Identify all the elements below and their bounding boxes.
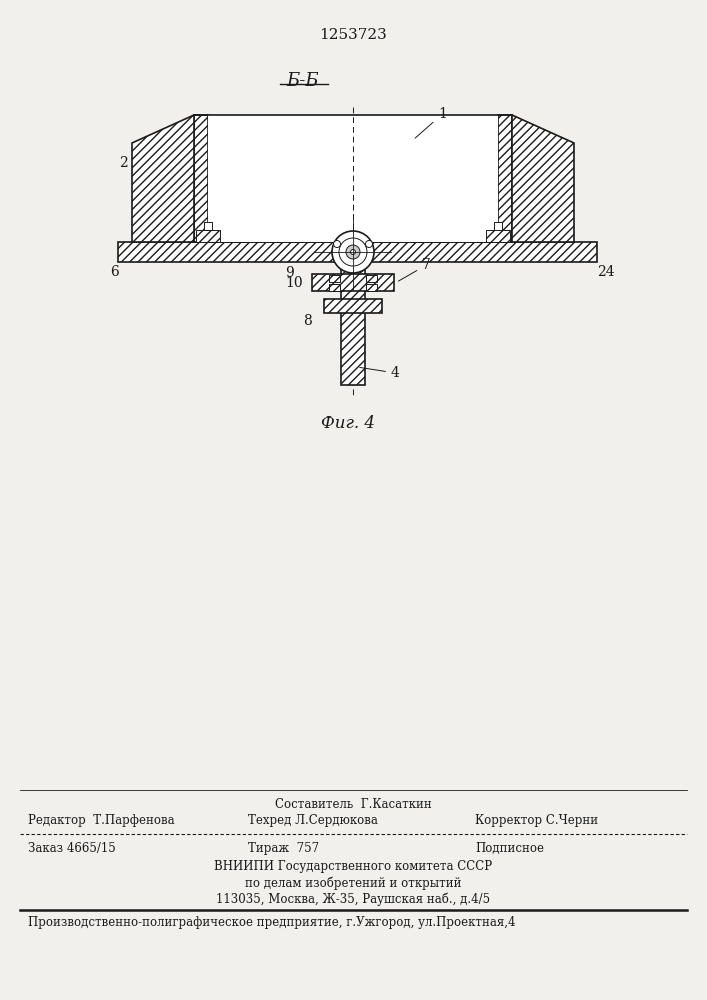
Text: 9: 9: [285, 266, 293, 280]
Circle shape: [346, 245, 360, 259]
Polygon shape: [494, 222, 502, 230]
Text: по делам изобретений и открытий: по делам изобретений и открытий: [245, 876, 461, 890]
Polygon shape: [118, 242, 597, 262]
Text: 10: 10: [285, 276, 303, 290]
Text: Фиг. 4: Фиг. 4: [321, 415, 375, 432]
Text: 1: 1: [415, 107, 447, 138]
Circle shape: [332, 231, 374, 273]
Text: 1253723: 1253723: [319, 28, 387, 42]
Polygon shape: [132, 115, 194, 242]
Polygon shape: [341, 262, 365, 385]
Text: Заказ 4665/15: Заказ 4665/15: [28, 842, 116, 855]
Text: Техред Л.Сердюкова: Техред Л.Сердюкова: [248, 814, 378, 827]
Polygon shape: [366, 284, 377, 291]
Text: 4: 4: [360, 366, 400, 380]
Text: 8: 8: [303, 314, 312, 328]
Text: 6: 6: [110, 265, 119, 279]
Text: Редактор  Т.Парфенова: Редактор Т.Парфенова: [28, 814, 175, 827]
Polygon shape: [366, 275, 377, 282]
Polygon shape: [324, 299, 382, 313]
Polygon shape: [329, 275, 340, 282]
Text: Составитель  Г.Касаткин: Составитель Г.Касаткин: [274, 798, 431, 811]
Polygon shape: [486, 230, 510, 242]
Circle shape: [334, 240, 341, 247]
Polygon shape: [512, 115, 574, 242]
Text: Производственно-полиграфическое предприятие, г.Ужгород, ул.Проектная,4: Производственно-полиграфическое предприя…: [28, 916, 515, 929]
Polygon shape: [194, 115, 208, 242]
Text: ВНИИПИ Государственного комитета СССР: ВНИИПИ Государственного комитета СССР: [214, 860, 492, 873]
Text: Корректор С.Черни: Корректор С.Черни: [475, 814, 598, 827]
Text: 113035, Москва, Ж-35, Раушская наб., д.4/5: 113035, Москва, Ж-35, Раушская наб., д.4…: [216, 892, 490, 906]
Text: Б-Б: Б-Б: [286, 72, 320, 90]
Text: 24: 24: [597, 265, 614, 279]
Text: Тираж  757: Тираж 757: [248, 842, 319, 855]
Polygon shape: [208, 115, 498, 242]
Polygon shape: [196, 230, 220, 242]
Text: 2: 2: [119, 156, 128, 170]
Polygon shape: [312, 274, 394, 291]
Circle shape: [339, 238, 367, 266]
Polygon shape: [329, 284, 340, 291]
Polygon shape: [204, 222, 212, 230]
Circle shape: [366, 240, 373, 247]
Text: Подписное: Подписное: [475, 842, 544, 855]
Polygon shape: [498, 115, 512, 242]
Circle shape: [351, 249, 356, 254]
Text: 7: 7: [399, 258, 431, 281]
